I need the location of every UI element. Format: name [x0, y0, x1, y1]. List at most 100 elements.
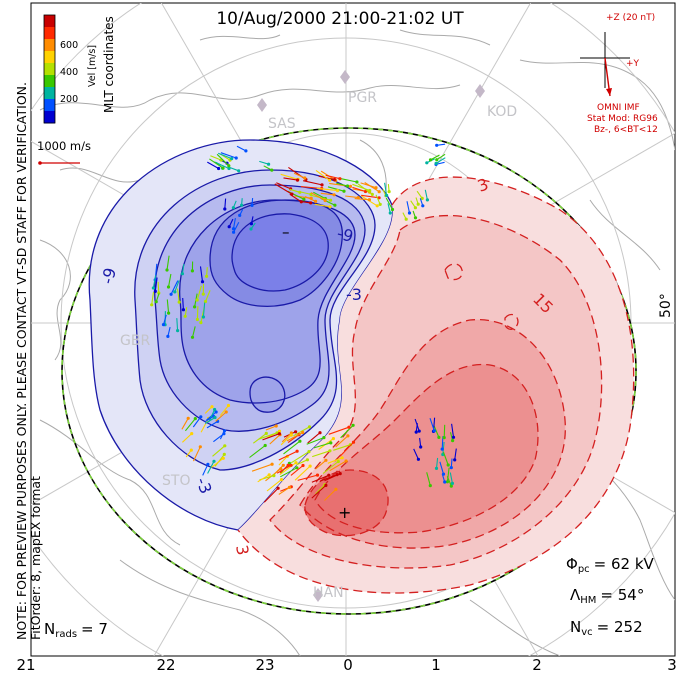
- velocity-vector: [385, 197, 393, 210]
- velocity-vector: [269, 434, 281, 445]
- velocity-vector: [182, 433, 193, 443]
- velocity-vector-origin: [249, 227, 253, 231]
- velocity-vector-origin: [227, 164, 231, 168]
- velocity-vector: [191, 326, 196, 338]
- velocity-vector: [315, 169, 330, 181]
- colorbar-segment: [44, 75, 55, 88]
- velocity-vector: [340, 424, 354, 439]
- velocity-vector-origin: [385, 193, 389, 197]
- velocity-vector: [414, 418, 420, 432]
- velocity-vector-origin: [165, 268, 169, 272]
- velocity-vector: [361, 194, 380, 199]
- phi-pc-stat: Φpc = 62 kV: [566, 555, 655, 575]
- colorbar-tick-600: 600: [60, 40, 78, 51]
- velocity-vector: [307, 432, 321, 444]
- velocity-vector-origin: [173, 290, 177, 294]
- velocity-vector-origin: [451, 435, 456, 439]
- velocity-vector-origin: [437, 435, 441, 439]
- velocity-vector: [439, 461, 445, 475]
- velocity-vector-origin: [201, 292, 205, 296]
- velocity-vector-origin: [323, 198, 327, 203]
- velocity-vector-origin: [226, 403, 231, 408]
- colorbar-segment: [44, 63, 55, 76]
- velocity-vector-origin: [180, 272, 184, 276]
- velocity-vector-origin: [199, 415, 203, 419]
- positive-contours: [237, 176, 635, 594]
- velocity-vector: [406, 201, 411, 214]
- preview-note: NOTE: FOR PREVIEW PURPOSES ONLY. PLEASE …: [14, 82, 29, 640]
- velocity-vector: [174, 280, 180, 293]
- velocity-vector-origin: [346, 434, 350, 438]
- velocity-vector: [426, 472, 431, 486]
- velocity-vector-origin: [277, 429, 282, 433]
- velocity-vector-origin: [370, 192, 374, 196]
- velocity-vector-origin: [249, 222, 253, 226]
- station-label-han: HAN: [313, 585, 344, 601]
- velocity-vector-origin: [276, 486, 280, 490]
- svg-text:ΛHM= 54°: ΛHM = 54°: [570, 586, 644, 606]
- velocity-vector-origin: [289, 463, 293, 467]
- velocity-vector-origin: [416, 457, 420, 461]
- velocity-vector: [352, 186, 366, 193]
- velocity-vector-origin: [367, 198, 371, 202]
- mlt-tick-0: 0: [343, 656, 353, 674]
- contour-label: -9: [335, 224, 355, 246]
- velocity-vector-origin: [449, 484, 453, 488]
- velocity-vector-origin: [240, 203, 244, 207]
- velocity-vector-origin: [227, 225, 231, 229]
- velocity-vector-origin: [223, 444, 227, 448]
- velocity-vector: [319, 474, 338, 482]
- velocity-vector: [205, 417, 216, 424]
- colorbar-segment: [44, 27, 55, 40]
- velocity-vector: [329, 460, 347, 472]
- velocity-vector: [157, 281, 160, 294]
- velocity-vector-origin: [303, 176, 307, 180]
- velocity-vector-origin: [295, 466, 299, 470]
- velocity-vector-origin: [404, 217, 408, 221]
- velocity-vector-origin: [390, 207, 395, 212]
- velocity-vector-origin: [315, 473, 320, 477]
- station-label-gbr: GBR: [120, 333, 150, 349]
- velocity-vector: [176, 288, 180, 303]
- velocity-vector-origin: [327, 473, 331, 477]
- velocity-vector-origin: [333, 203, 337, 207]
- velocity-vector-origin: [351, 440, 356, 444]
- velocity-vector-origin: [413, 206, 417, 210]
- velocity-vector-origin: [169, 292, 173, 296]
- velocity-vector-origin: [355, 180, 359, 184]
- velocity-vector: [182, 297, 184, 310]
- velocity-vector: [311, 484, 327, 499]
- velocity-vector: [283, 177, 298, 181]
- velocity-vector-origin: [332, 178, 337, 182]
- velocity-vector-origin: [428, 484, 432, 488]
- velocity-vector-origin: [449, 466, 453, 470]
- velocity-vector-origin: [213, 407, 217, 412]
- velocity-vector-origin: [377, 196, 381, 200]
- velocity-vector-origin: [151, 286, 155, 290]
- station-label-pgr: PGR: [348, 90, 377, 106]
- velocity-vector: [313, 191, 326, 200]
- velocity-vector: [336, 182, 348, 187]
- mlt-tick-2: 2: [532, 656, 542, 674]
- negative-contours: [88, 139, 394, 531]
- imf-y-label: +Y: [626, 59, 640, 69]
- svg-text:Nvc= 252: Nvc = 252: [570, 618, 643, 638]
- velocity-vector: [320, 192, 335, 196]
- velocity-vector: [216, 153, 230, 167]
- velocity-vector-origin: [199, 321, 203, 325]
- velocity-vector-origin: [231, 227, 236, 231]
- velocity-vector-origin: [445, 480, 449, 484]
- velocity-vector: [333, 444, 351, 451]
- velocity-vector-origin: [441, 472, 446, 476]
- colorbar-tick-400: 400: [60, 67, 78, 78]
- fit-order-note: FitOrder: 8, mapEX format: [28, 476, 43, 640]
- velocity-vector: [279, 462, 297, 476]
- velocity-vector: [286, 432, 303, 442]
- colorbar-segment: [44, 15, 55, 28]
- velocity-vector: [387, 203, 391, 214]
- velocity-vector-origin: [157, 291, 161, 295]
- velocity-vector-origin: [298, 439, 302, 443]
- velocity-vector: [176, 318, 179, 331]
- velocity-vector: [424, 189, 428, 201]
